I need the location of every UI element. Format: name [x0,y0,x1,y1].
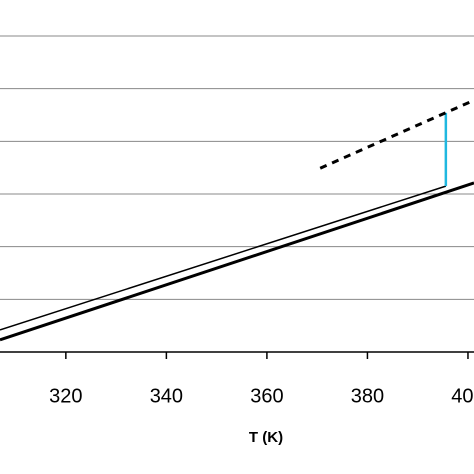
x-axis-label: T (K) [249,429,283,446]
x-tick-label: 380 [351,385,384,407]
data-line [319,98,474,170]
x-tick-label: 360 [250,385,283,407]
x-tick-label: 340 [150,385,183,407]
x-tick-label: 320 [49,385,82,407]
data-line [0,185,447,331]
data-line [0,181,474,342]
x-tick-label: 400 [451,385,474,407]
